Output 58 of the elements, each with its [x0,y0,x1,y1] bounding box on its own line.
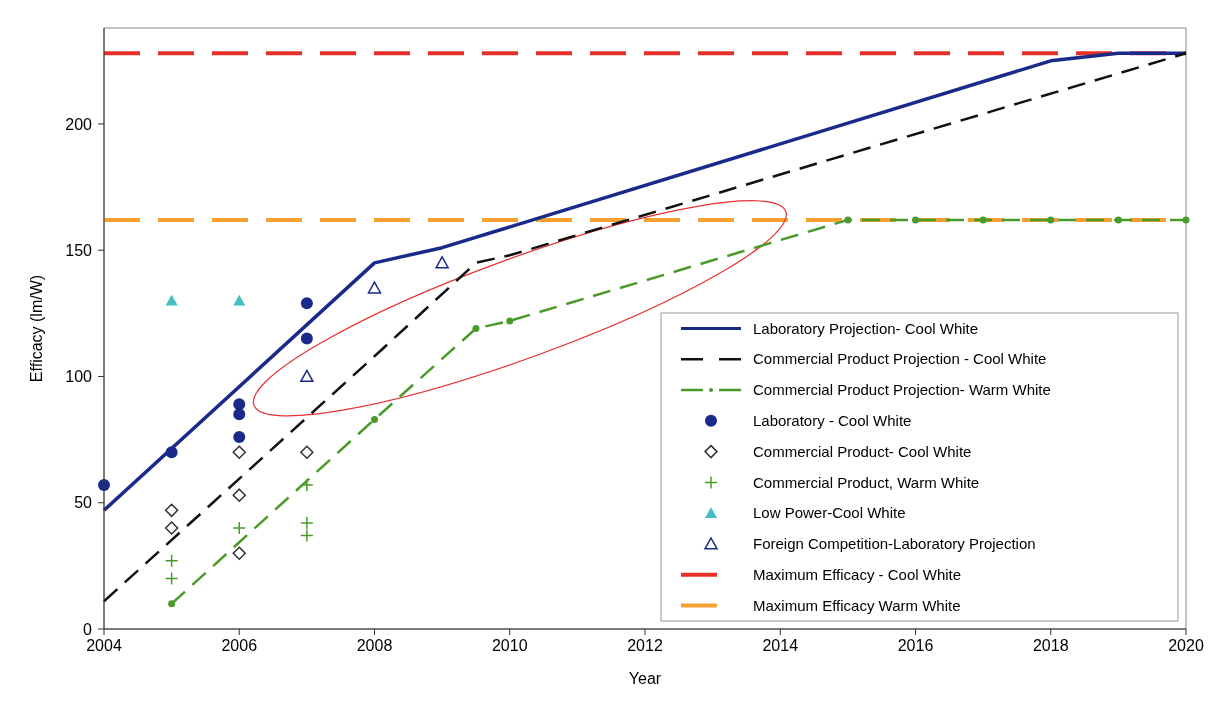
point [1114,216,1122,224]
point [371,415,378,423]
y-tick-label: 100 [65,368,93,386]
y-tick-label: 0 [83,620,93,638]
point [168,600,176,608]
point [232,546,246,560]
point [300,528,314,543]
x-tick-label: 2018 [1032,637,1069,654]
point [232,521,246,535]
point [1047,216,1055,224]
point [232,445,246,459]
point [300,516,314,530]
legend-label: Commercial Product- Cool White [753,442,972,460]
x-tick-label: 2010 [491,637,528,654]
point [435,256,449,269]
point [472,325,480,332]
point [300,369,314,383]
y-tick-label: 150 [65,241,93,259]
x-tick-label: 2014 [762,637,799,654]
point [300,445,314,459]
point [233,431,246,444]
legend-label: Laboratory - Cool White [753,412,912,430]
legend-label: Commercial Product Projection - Cool White [753,350,1047,368]
point [233,294,246,306]
y-tick-label: 200 [65,115,93,133]
point [844,216,852,224]
point [300,297,313,310]
point [367,281,382,294]
point [164,503,179,518]
point [165,446,178,459]
y-axis-title: Efficacy (lm/W) [28,274,45,383]
y-tick-label: 50 [74,494,93,512]
legend-label: Maximum Efficacy - Cool White [753,566,962,584]
point [1182,216,1190,224]
point [300,332,313,345]
x-tick-label: 2020 [1168,637,1204,654]
legend-label: Commercial Product, Warm White [753,473,980,491]
legend-label: Maximum Efficacy Warm White [753,596,961,614]
point [979,216,987,224]
point [506,317,514,325]
point [165,294,178,306]
legend-label: Foreign Competition-Laboratory Projection [753,535,1036,553]
legend-label: Laboratory Projection- Cool White [753,319,979,337]
x-tick-label: 2016 [897,637,934,654]
point [164,554,179,568]
legend-label: Commercial Product Projection- Warm White [753,381,1051,399]
point [164,571,179,586]
x-tick-label: 2006 [221,637,258,654]
point [233,408,246,421]
point [232,488,246,502]
x-tick-label: 2004 [86,637,122,654]
point [912,216,919,224]
point [233,398,246,411]
legend-label: Low Power-Cool White [753,504,906,522]
x-tick-label: 2008 [356,637,393,654]
x-tick-label: 2012 [627,637,663,654]
x-axis-title: Year [628,670,662,687]
point [164,521,179,535]
